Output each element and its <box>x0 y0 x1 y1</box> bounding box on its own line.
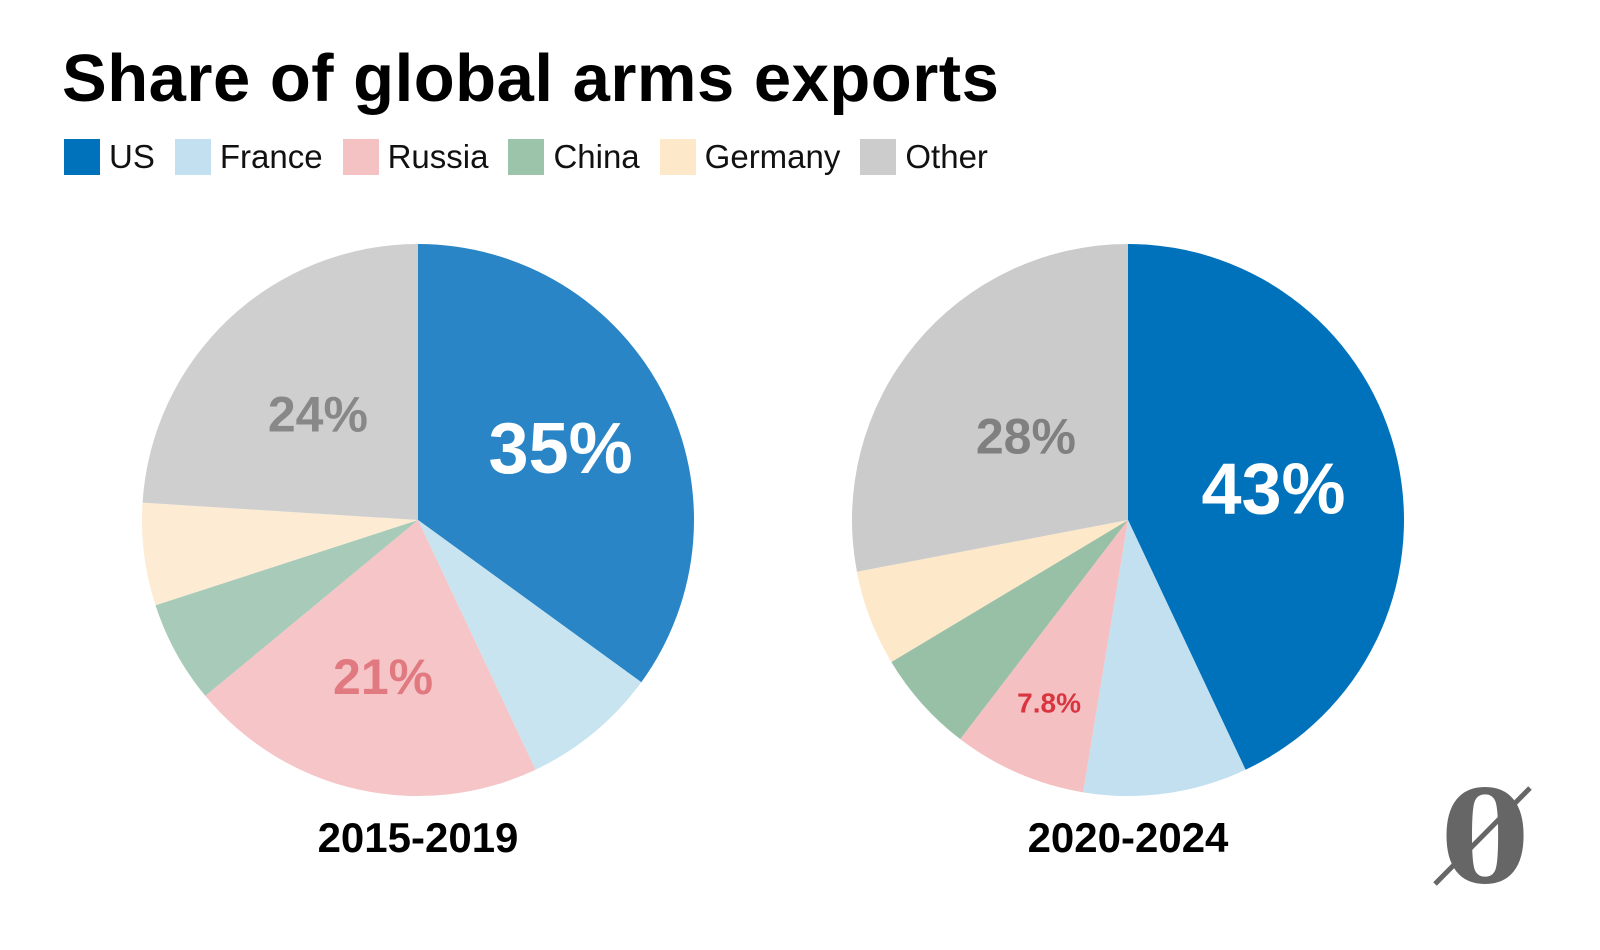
legend-label-other: Other <box>905 138 988 175</box>
legend-item-russia: Russia <box>342 138 489 176</box>
pie-chart-2015-2019: 35% 21% 24% 2015-2019 <box>141 243 695 861</box>
pie-slice-france-2015-2019 <box>418 520 642 770</box>
legend-label-france: France <box>219 138 323 175</box>
pie-slice-china-2020-2024 <box>891 520 1128 740</box>
chart-title: Share of global arms exports <box>62 41 1000 116</box>
pie-slice-russia-2020-2024 <box>960 520 1128 793</box>
pie-slice-china-2015-2019 <box>155 520 418 696</box>
data-label-other-2015-2019: 24% <box>268 386 368 442</box>
data-label-russia-2015-2019: 21% <box>333 649 433 705</box>
pie-slice-other-2020-2024 <box>852 244 1128 572</box>
pie-title-2015-2019: 2015-2019 <box>318 814 519 861</box>
legend-item-china: China <box>508 138 640 176</box>
data-label-us-2015-2019: 35% <box>489 409 633 489</box>
data-label-us-2020-2024: 43% <box>1201 449 1345 529</box>
legend-swatch-china <box>508 139 545 175</box>
legend-swatch-france <box>174 139 211 175</box>
pie-slice-germany-2015-2019 <box>141 502 418 606</box>
logo-slash <box>1433 786 1532 886</box>
legend-label-russia: Russia <box>387 138 489 175</box>
pie-slice-other-2015-2019 <box>142 243 419 520</box>
publisher-logo: 0 <box>1433 770 1532 895</box>
legend: US France Russia China Germany Other <box>64 138 1008 176</box>
data-label-russia-2020-2024: 7.8% <box>1017 688 1081 719</box>
pie-slice-russia-2015-2019 <box>205 520 536 796</box>
legend-swatch-germany <box>659 139 696 175</box>
pie-slice-us-2015-2019 <box>418 244 695 683</box>
legend-item-other: Other <box>860 138 988 176</box>
legend-label-china: China <box>553 138 640 175</box>
pie-title-2020-2024: 2020-2024 <box>1028 814 1229 861</box>
pie-chart-2020-2024: 43% 7.8% 28% 2020-2024 <box>852 244 1405 861</box>
pie-slice-france-2020-2024 <box>1083 520 1246 797</box>
legend-item-france: France <box>174 138 323 176</box>
pie-slice-us-2020-2024 <box>1128 244 1405 770</box>
legend-swatch-other <box>860 139 897 175</box>
data-label-other-2020-2024: 28% <box>976 409 1076 465</box>
pie-slice-germany-2020-2024 <box>856 520 1128 662</box>
legend-item-us: US <box>64 138 155 176</box>
legend-swatch-russia <box>342 139 379 175</box>
legend-label-us: US <box>109 138 155 175</box>
legend-label-germany: Germany <box>704 138 841 175</box>
legend-item-germany: Germany <box>659 138 841 176</box>
legend-swatch-us <box>64 139 100 175</box>
